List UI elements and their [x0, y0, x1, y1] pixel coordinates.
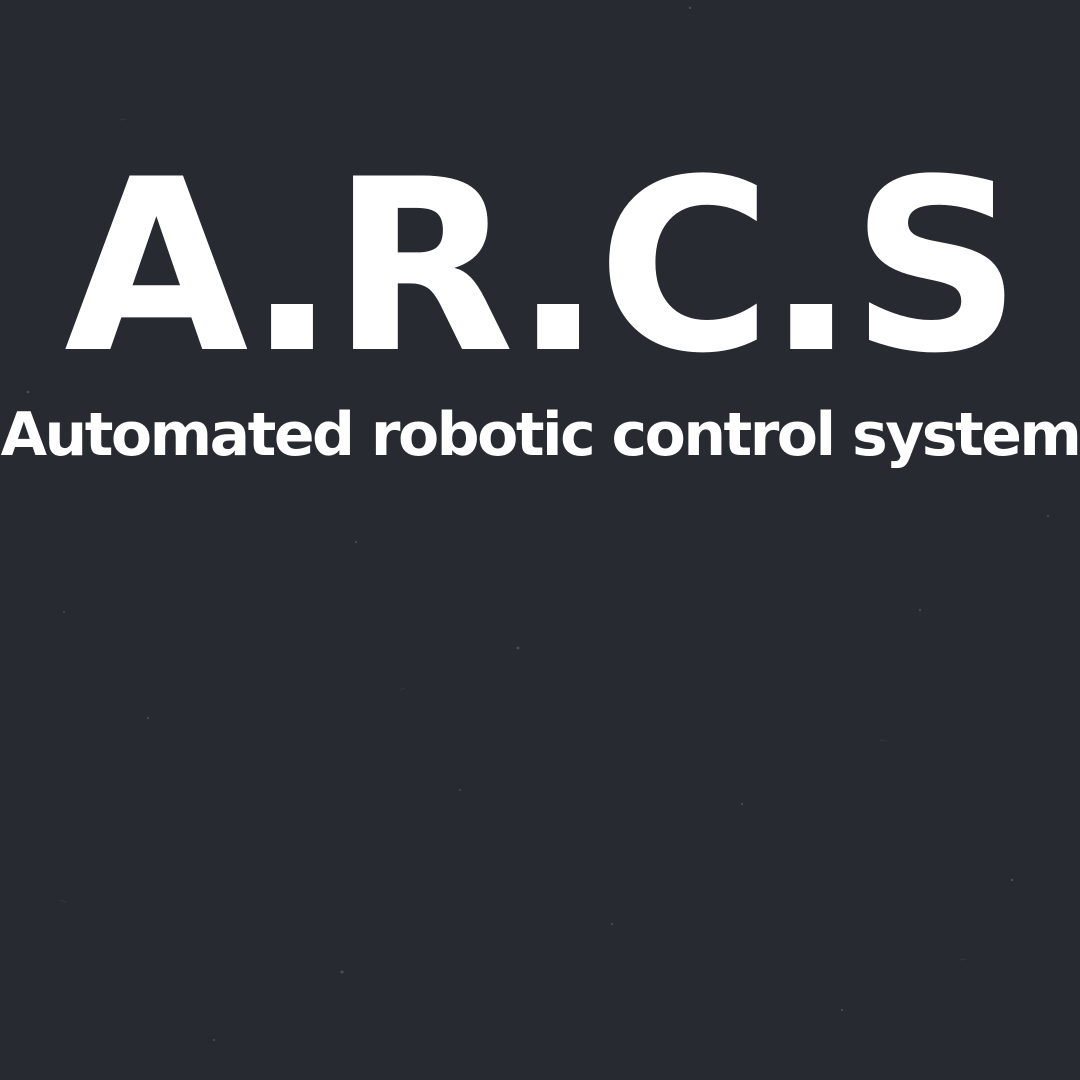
main-title: A.R.C.S: [64, 129, 1022, 406]
subtitle: Automated robotic control system: [0, 400, 1080, 470]
